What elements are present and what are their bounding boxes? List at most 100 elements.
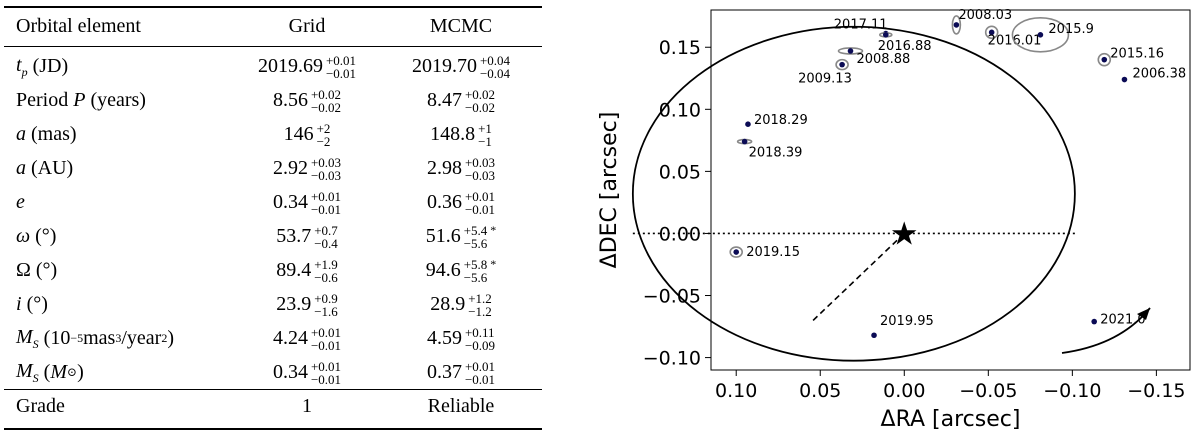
x-tick-label: −0.10 (1043, 380, 1101, 402)
table-row: ω (°) 53.7 +0.7 −0.4 51.6 +5.4 −5.6 * (4, 220, 542, 253)
y-tick-label: 0.00 (659, 223, 701, 245)
observation-point (1121, 76, 1128, 83)
mcmc-value: 28.9 +1.2 −1.2 (430, 290, 492, 319)
table-header-rule (4, 46, 542, 47)
row-label: MS (M ⊙) (16, 359, 84, 385)
mcmc-value: 0.36 +0.01 −0.01 (426, 188, 496, 217)
x-tick-label: 0.00 (883, 380, 925, 402)
grid-value: 2.92 +0.03 −0.03 (272, 154, 342, 183)
grid-cell: 2019.69 +0.01 −0.01 (232, 50, 382, 83)
mcmc-cell: 8.47 +0.02 −0.02 (386, 84, 536, 117)
x-tick-label: −0.05 (959, 380, 1017, 402)
observation-point (953, 22, 960, 28)
grid-cell: 89.4 +1.9 −0.6 (232, 254, 382, 287)
grid-value: 53.7 +0.7 −0.4 (276, 222, 338, 251)
observation-point (745, 121, 751, 128)
point-label: 2015.16 (1110, 47, 1164, 62)
uncertainty-ellipse (984, 25, 999, 40)
footer-mcmc-value: Reliable (427, 395, 495, 417)
mcmc-cell: 0.37 +0.01 −0.01 (386, 356, 536, 389)
table-row: i (°) 23.9 +0.9 −1.6 28.9 +1.2 −1.2 (4, 288, 542, 321)
grid-cell: 0.34 +0.01 −0.01 (232, 356, 382, 389)
header-mcmc: MCMC (429, 15, 493, 37)
observation-point (847, 48, 854, 54)
mcmc-value: 94.6 +5.8 −5.6 * (425, 256, 497, 285)
direction-arrow-head (1137, 308, 1150, 320)
mcmc-cell: 148.8 +1 −1 (386, 118, 536, 151)
orbit-ellipse (631, 25, 1076, 362)
row-label: tp (JD) (16, 53, 69, 79)
table-row: Period P (years) 8.56 +0.02 −0.02 8.47 +0.02−… (4, 84, 542, 117)
uncertainty-ellipse (1011, 17, 1070, 53)
row-label: Period P (years) (16, 89, 146, 111)
point-label: 2015.9 (1048, 22, 1094, 37)
mcmc-value: 2019.70 +0.04 −0.04 (411, 52, 511, 81)
grid-cell: 53.7 +0.7 −0.4 (232, 220, 382, 253)
table-bottom-rule (4, 428, 542, 430)
table-footer: Grade 1 Reliable (4, 390, 542, 423)
x-axis-label: ΔRA [arcsec] (881, 407, 1021, 432)
table-row: tp (JD) 2019.69 +0.01 −0.01 2019.70 +0.04 −0.0… (4, 50, 542, 83)
central-star-icon: ★ (890, 214, 919, 252)
grid-value: 146 +2 −2 (283, 120, 331, 149)
grid-value: 89.4 +1.9 −0.6 (276, 256, 338, 285)
grid-cell: 0.34 +0.01 −0.01 (232, 186, 382, 219)
uncertainty-ellipse (951, 15, 962, 35)
row-label: a (mas) (16, 123, 77, 145)
table-header: Orbital element Grid MCMC (4, 10, 542, 43)
observation-point (871, 332, 877, 339)
grid-cell: 2.92 +0.03 −0.03 (232, 152, 382, 185)
mcmc-cell: 2019.70 +0.04 −0.04 (386, 50, 536, 83)
footer-label: Grade (16, 395, 65, 417)
point-label: 2018.29 (754, 113, 808, 128)
orbit-plot: 0.10 0.05 0.00 −0.05 −0.10 −0.15 0.15 0.10 0.05 0… (597, 8, 1191, 432)
mcmc-value: 2.98 +0.03 −0.03 (426, 154, 496, 183)
table-row: e 0.34 +0.01 −0.01 0.36 +0.01 −0.01 (4, 186, 542, 219)
grid-value: 4.24 +0.01 −0.01 (272, 324, 342, 353)
row-label: a (AU) (16, 157, 74, 179)
table-footer-rule (4, 389, 542, 390)
grid-cell: 4.24 +0.01 −0.01 (232, 322, 382, 355)
point-label: 2008.88 (856, 52, 910, 67)
uncertainty-ellipse (1097, 52, 1112, 67)
point-label: 2008.03 (958, 8, 1012, 23)
observation-point (1091, 318, 1097, 325)
periastron-line (811, 232, 905, 323)
table-row: a (AU) 2.92 +0.03 −0.03 2.98 +0.03 −0.03 (4, 152, 542, 185)
mcmc-value: 148.8 +1 −1 (430, 120, 492, 149)
header-grid: Grid (288, 15, 326, 37)
y-tick-label: 0.05 (659, 161, 701, 183)
y-axis-label: ΔDEC [arcsec] (597, 112, 622, 269)
grid-cell: 146 +2 −2 (232, 118, 382, 151)
uncertainty-ellipse (729, 246, 744, 258)
grid-cell: 8.56 +0.02 −0.02 (232, 84, 382, 117)
grid-value: 23.9 +0.9 −1.6 (276, 290, 338, 319)
x-tick-label: −0.15 (1127, 380, 1185, 402)
point-label: 2019.15 (746, 245, 800, 260)
plot-frame (710, 9, 1191, 371)
grid-value: 2019.69 +0.01 −0.01 (257, 52, 357, 81)
uncertainty-ellipse (835, 58, 849, 71)
observation-point (1101, 56, 1108, 63)
observation-point (733, 249, 740, 255)
mcmc-cell: 51.6 +5.4 −5.6 * (386, 220, 536, 253)
footer-grid-value: 1 (302, 395, 312, 417)
point-label: 2016.88 (878, 39, 932, 54)
y-tick-label: 0.10 (659, 99, 701, 121)
row-label: ω (°) (16, 225, 57, 247)
observation-point (1037, 32, 1044, 38)
row-label: e (16, 191, 25, 213)
y-tick-label: 0.15 (659, 37, 701, 59)
x-tick-label: 0.05 (799, 380, 841, 402)
point-label: 2009.13 (798, 72, 852, 87)
mcmc-cell: 94.6 +5.8 −5.6 * (386, 254, 536, 287)
header-orbital-element: Orbital element (16, 15, 141, 37)
point-label: 2017.11 (834, 18, 888, 33)
observation-point (882, 32, 889, 38)
point-label: 2006.38 (1132, 67, 1186, 82)
table-row: MS (M ⊙) 0.34 +0.01 −0.01 0.37 +0.01 −0.01 (4, 356, 542, 389)
point-label: 2018.39 (749, 146, 803, 161)
mcmc-cell: 28.9 +1.2 −1.2 (386, 288, 536, 321)
mcmc-cell: 0.36 +0.01 −0.01 (386, 186, 536, 219)
grid-value: 0.34 +0.01 −0.01 (272, 358, 342, 387)
